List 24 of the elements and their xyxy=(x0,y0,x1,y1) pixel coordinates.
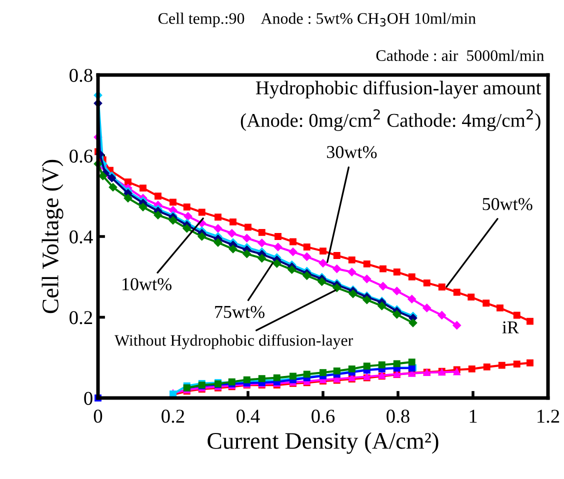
y-tick-label: 0.4 xyxy=(70,230,93,244)
chart-subtitle: Cathode : air 5000ml/min xyxy=(376,50,544,62)
annotation: Hydrophobic diffusion-layer amount xyxy=(256,80,542,98)
x-tick-label: 0 xyxy=(94,410,102,423)
annotation: 30wt% xyxy=(327,146,377,158)
x-axis-title: Current Density (A/cm²) xyxy=(208,432,438,454)
y-tick-label: 0.6 xyxy=(70,150,93,163)
annotation: (Anode: 0mg/cm$^{2}$ Cathode: 4mg/cm$^{2}$) xyxy=(240,109,540,131)
annotation: 10wt% xyxy=(122,278,172,290)
annotation: iR xyxy=(502,321,519,334)
x-tick-label: 0.8 xyxy=(386,410,410,423)
annotation: Without Hydrophobic diffusion-layer xyxy=(114,334,353,350)
y-tick-label: 0.2 xyxy=(70,311,92,324)
x-tick-label: 1.2 xyxy=(538,410,560,423)
annotation: 75wt% xyxy=(215,306,264,318)
chart-title: Cell temp.:90 Anode : 5wt% CH$_{3}$OH 10ml/min xyxy=(158,12,476,28)
y-tick-label: 0 xyxy=(84,392,92,405)
x-tick-label: 0.6 xyxy=(312,410,335,423)
y-axis-title: Cell Voltage (V) xyxy=(42,160,64,314)
x-tick-label: 0.4 xyxy=(236,410,260,423)
y-tick-label: 0.8 xyxy=(70,68,92,82)
annotation: 50wt% xyxy=(482,198,532,210)
x-tick-label: 1 xyxy=(470,410,477,423)
x-tick-label: 0.2 xyxy=(162,410,184,423)
